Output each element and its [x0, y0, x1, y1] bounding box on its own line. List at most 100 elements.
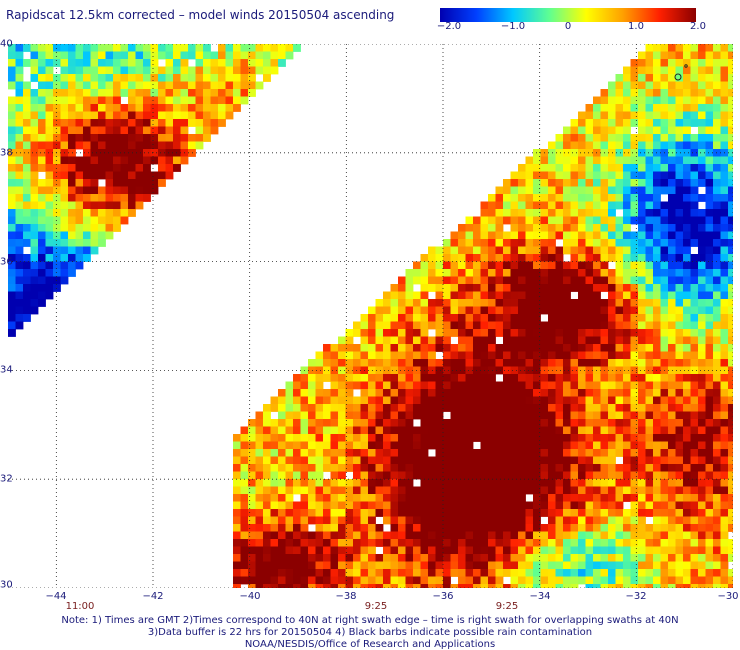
wind-difference-cell	[68, 96, 76, 105]
wind-difference-cell	[600, 126, 609, 135]
wind-difference-cell	[638, 584, 646, 588]
wind-difference-cell	[135, 141, 144, 150]
wind-difference-cell	[75, 254, 84, 262]
wind-difference-cell	[278, 449, 286, 457]
wind-difference-cell	[510, 374, 519, 382]
wind-difference-cell	[555, 299, 564, 307]
wind-difference-cell	[315, 419, 324, 427]
wind-difference-cell	[450, 404, 459, 412]
wind-difference-cell	[510, 224, 519, 232]
wind-difference-cell	[510, 471, 519, 480]
wind-difference-cell	[578, 456, 586, 465]
wind-difference-cell	[368, 501, 376, 510]
wind-difference-cell	[593, 464, 601, 472]
wind-difference-cell	[645, 224, 654, 232]
wind-difference-cell	[53, 194, 61, 202]
wind-difference-cell	[375, 531, 384, 540]
wind-difference-cell	[293, 509, 301, 517]
wind-difference-cell	[315, 381, 324, 390]
wind-difference-cell	[458, 546, 466, 555]
wind-difference-cell	[608, 269, 616, 277]
wind-difference-cell	[413, 584, 421, 588]
wind-difference-cell	[518, 314, 526, 322]
wind-difference-cell	[525, 479, 534, 487]
wind-difference-cell	[488, 306, 496, 315]
wind-difference-cell	[30, 209, 39, 217]
wind-difference-cell	[608, 96, 616, 105]
wind-difference-cell	[338, 351, 346, 360]
wind-difference-cell	[608, 321, 616, 330]
wind-difference-cell	[510, 359, 519, 367]
wind-difference-cell	[555, 404, 564, 412]
wind-difference-cell	[563, 516, 571, 525]
wind-difference-cell	[60, 254, 69, 262]
wind-difference-cell	[713, 351, 721, 360]
wind-difference-cell	[8, 74, 16, 82]
wind-difference-cell	[68, 119, 76, 127]
wind-difference-cell	[638, 381, 646, 390]
wind-difference-cell	[458, 359, 466, 367]
wind-difference-cell	[638, 419, 646, 427]
wind-difference-cell	[23, 269, 31, 277]
wind-difference-cell	[233, 516, 241, 525]
wind-difference-cell	[473, 524, 481, 532]
wind-difference-cell	[323, 426, 331, 435]
wind-difference-cell	[143, 134, 151, 142]
wind-difference-cell	[653, 104, 661, 112]
wind-difference-cell	[173, 141, 181, 150]
wind-difference-cell	[630, 441, 639, 450]
wind-difference-cell	[548, 314, 556, 322]
wind-difference-cell	[615, 584, 624, 588]
wind-difference-cell	[480, 494, 489, 502]
wind-difference-cell	[720, 51, 729, 60]
wind-difference-cell	[600, 449, 609, 457]
wind-difference-cell	[375, 486, 384, 495]
wind-difference-cell	[623, 119, 631, 127]
wind-difference-cell	[518, 449, 526, 457]
wind-difference-cell	[503, 239, 511, 247]
wind-difference-cell	[675, 539, 684, 547]
wind-difference-cell	[338, 464, 346, 472]
wind-difference-cell	[698, 464, 706, 472]
wind-difference-cell	[180, 96, 189, 105]
wind-difference-cell	[503, 269, 511, 277]
wind-difference-cell	[728, 381, 733, 390]
wind-difference-cell	[578, 426, 586, 435]
wind-difference-cell	[473, 419, 481, 427]
wind-difference-cell	[705, 59, 714, 67]
wind-difference-cell	[608, 149, 616, 157]
wind-difference-cell	[540, 441, 549, 450]
wind-difference-cell	[570, 336, 579, 345]
wind-difference-cell	[443, 351, 451, 360]
wind-difference-cell	[578, 246, 586, 255]
wind-difference-cell	[720, 59, 729, 67]
wind-difference-cell	[503, 351, 511, 360]
wind-difference-cell	[645, 81, 654, 90]
wind-difference-cell	[210, 81, 219, 90]
wind-difference-cell	[675, 186, 684, 195]
wind-difference-cell	[420, 531, 429, 540]
wind-difference-cell	[488, 584, 496, 588]
wind-difference-cell	[683, 351, 691, 360]
wind-difference-cell	[443, 291, 451, 300]
wind-difference-cell	[608, 111, 616, 120]
wind-difference-cell	[608, 396, 616, 405]
wind-difference-cell	[548, 149, 556, 157]
wind-difference-cell	[728, 164, 733, 172]
wind-difference-cell	[518, 426, 526, 435]
wind-difference-cell	[713, 216, 721, 225]
wind-difference-cell	[173, 44, 181, 52]
wind-difference-cell	[518, 546, 526, 555]
wind-difference-cell	[518, 374, 526, 382]
wind-difference-cell	[698, 569, 706, 577]
wind-difference-cell	[450, 486, 459, 495]
wind-difference-cell	[525, 329, 534, 337]
wind-difference-cell	[270, 66, 279, 75]
wind-difference-cell	[68, 66, 76, 75]
wind-difference-cell	[510, 494, 519, 502]
wind-difference-cell	[623, 164, 631, 172]
wind-difference-cell	[540, 336, 549, 345]
wind-difference-cell	[563, 269, 571, 277]
wind-difference-cell	[83, 216, 91, 225]
wind-difference-cell	[458, 276, 466, 285]
